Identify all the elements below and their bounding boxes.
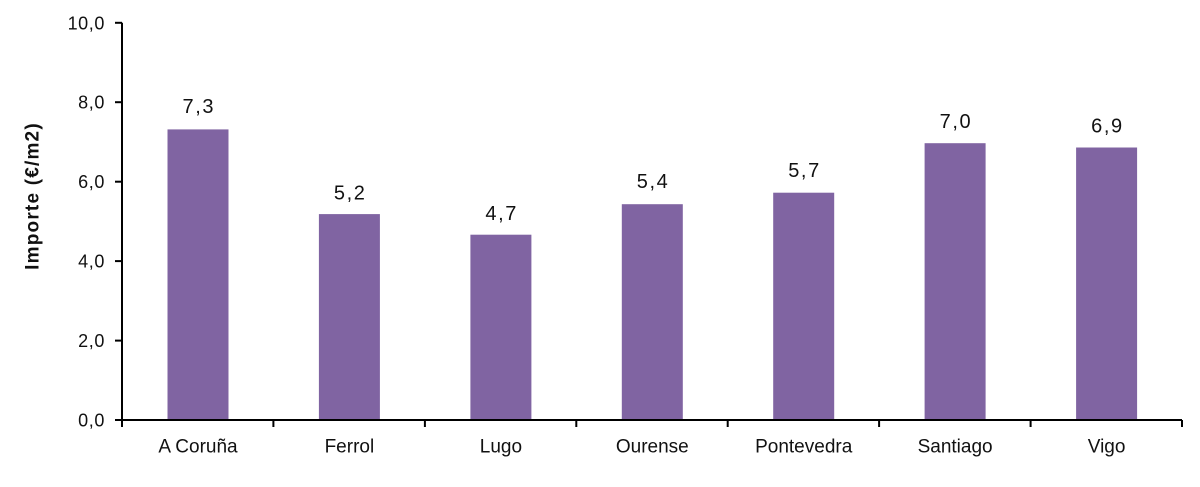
svg-text:2,0: 2,0: [78, 331, 105, 351]
svg-text:5,2: 5,2: [334, 182, 367, 204]
svg-text:5,4: 5,4: [637, 171, 670, 193]
svg-text:Importe (€/m2): Importe (€/m2): [23, 122, 44, 270]
svg-text:Pontevedra: Pontevedra: [755, 437, 853, 458]
svg-text:6,9: 6,9: [1091, 116, 1124, 138]
svg-text:4,0: 4,0: [78, 252, 105, 272]
svg-text:A Coruña: A Coruña: [158, 437, 238, 458]
svg-text:7,0: 7,0: [940, 111, 973, 133]
svg-text:10,0: 10,0: [68, 13, 105, 33]
svg-text:Ferrol: Ferrol: [325, 437, 375, 458]
svg-text:4,7: 4,7: [485, 203, 518, 225]
svg-text:Lugo: Lugo: [480, 437, 522, 458]
svg-text:Ourense: Ourense: [616, 437, 689, 458]
svg-text:7,3: 7,3: [182, 96, 215, 118]
svg-text:8,0: 8,0: [78, 93, 105, 113]
svg-text:5,7: 5,7: [788, 160, 821, 182]
svg-text:0,0: 0,0: [78, 411, 105, 431]
svg-text:Santiago: Santiago: [918, 437, 993, 458]
svg-text:Vigo: Vigo: [1088, 437, 1126, 458]
svg-text:6,0: 6,0: [78, 172, 105, 192]
